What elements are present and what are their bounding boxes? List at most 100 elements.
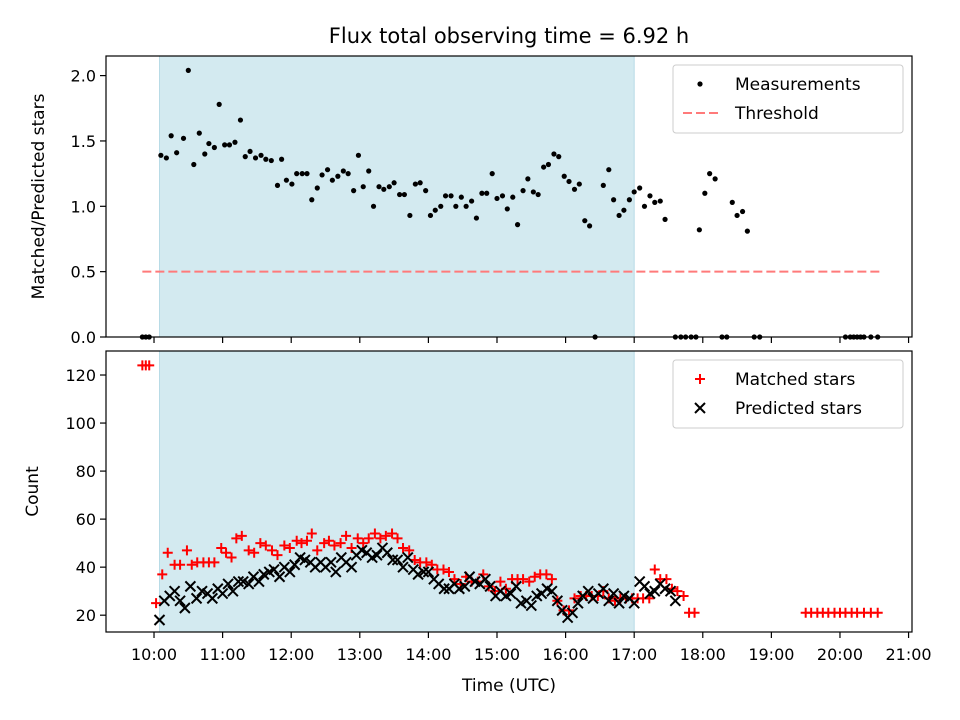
measurement-point	[355, 152, 362, 158]
predicted-star-point	[381, 547, 393, 559]
matched-star-point	[341, 530, 352, 541]
measurement-point	[606, 167, 612, 173]
matched-star-point	[144, 360, 155, 371]
predicted-star-point	[345, 561, 358, 573]
series-predicted-stars	[153, 542, 682, 626]
measurement-point	[520, 188, 526, 194]
measurement-point	[340, 168, 346, 174]
legend-predicted-marker	[694, 402, 706, 414]
axes-frame	[105, 55, 913, 338]
x-tick-label: 10:00	[131, 645, 177, 664]
matched-star-point	[546, 574, 557, 585]
matched-star-point	[369, 528, 380, 539]
y-tick-label: 100	[65, 414, 96, 433]
legend-measurement-marker	[697, 81, 703, 87]
legend-label: Measurements	[735, 75, 861, 95]
measurement-point	[279, 156, 285, 162]
measurement-point	[242, 154, 248, 160]
measurement-point	[587, 223, 593, 229]
measurement-point	[484, 190, 490, 196]
predicted-star-point	[387, 554, 399, 566]
predicted-star-point	[325, 556, 337, 569]
matched-star-point	[279, 540, 290, 551]
measurement-point	[174, 150, 180, 156]
measurement-point	[702, 190, 708, 196]
measurement-point	[652, 199, 658, 205]
measurement-point	[494, 195, 500, 202]
predicted-star-point	[556, 604, 568, 617]
predicted-star-point	[216, 587, 229, 600]
y-tick-label: 120	[65, 366, 96, 385]
matched-star-point	[312, 545, 323, 556]
legend-box	[672, 64, 904, 134]
measurement-point	[662, 216, 668, 222]
matched-star-point	[438, 564, 449, 575]
measurement-point	[479, 190, 485, 196]
measurement-point	[616, 212, 622, 219]
y-tick-label: 80	[76, 462, 96, 481]
series-measurements	[139, 67, 881, 340]
legend-label: Threshold	[734, 104, 819, 124]
y-tick-label: 0.5	[71, 263, 96, 282]
predicted-star-point	[546, 585, 558, 597]
matched-star-point	[151, 598, 162, 609]
measurement-point	[566, 178, 572, 185]
legend-box	[672, 359, 904, 429]
measurement-point	[211, 144, 217, 151]
matched-star-point	[449, 574, 460, 585]
measurement-point	[366, 168, 372, 174]
measurement-point	[510, 194, 516, 200]
matched-star-point	[186, 559, 197, 570]
matched-star-point	[272, 550, 283, 561]
measurement-point	[401, 191, 407, 198]
matched-star-point	[175, 559, 186, 570]
matched-star-point	[221, 547, 232, 558]
measurement-point	[489, 171, 495, 177]
measurement-point	[180, 135, 187, 141]
measurement-point	[442, 193, 449, 199]
predicted-star-point	[459, 580, 471, 593]
measurement-point	[329, 177, 335, 183]
predicted-star-point	[402, 551, 414, 564]
x-tick-label: 18:00	[680, 645, 726, 664]
legend: Matched stars Predicted stars	[672, 359, 904, 429]
measurement-point	[345, 171, 351, 177]
measurement-point	[237, 117, 244, 123]
measurement-point	[386, 184, 392, 190]
matched-star-point	[541, 569, 552, 580]
predicted-star-point	[206, 592, 219, 605]
measurement-point	[657, 198, 663, 204]
matched-star-point	[216, 542, 227, 553]
predicted-star-point	[417, 566, 430, 578]
predicted-star-point	[525, 599, 538, 612]
matched-star-point	[231, 533, 242, 544]
predicted-star-point	[479, 573, 492, 585]
x-tick-label: 20:00	[817, 645, 863, 664]
measurement-point	[252, 155, 259, 161]
measurement-point	[370, 203, 377, 209]
matched-star-point	[380, 530, 391, 541]
legend-label: Predicted stars	[735, 399, 862, 419]
matched-star-point	[387, 528, 398, 539]
measurement-point	[427, 212, 434, 219]
matched-star-point	[226, 552, 237, 563]
matched-star-point	[335, 538, 346, 549]
measurement-point	[222, 142, 228, 148]
measurement-point	[216, 101, 222, 107]
predicted-star-point	[190, 592, 203, 605]
predicted-star-point	[184, 580, 197, 593]
predicted-star-point	[227, 585, 239, 597]
matched-star-point	[209, 557, 220, 568]
predicted-star-point	[551, 595, 564, 607]
measurement-point	[473, 215, 480, 221]
matched-star-point	[260, 540, 271, 551]
y-tick-label: 0.0	[71, 328, 96, 347]
measurement-point	[360, 184, 366, 190]
x-tick-label: 14:00	[405, 645, 451, 664]
matched-star-point	[609, 595, 620, 606]
measurement-point	[196, 130, 202, 136]
measurement-point	[734, 212, 740, 219]
measurement-point	[202, 151, 208, 157]
predicted-star-point	[179, 602, 191, 614]
measurement-point	[314, 185, 320, 191]
